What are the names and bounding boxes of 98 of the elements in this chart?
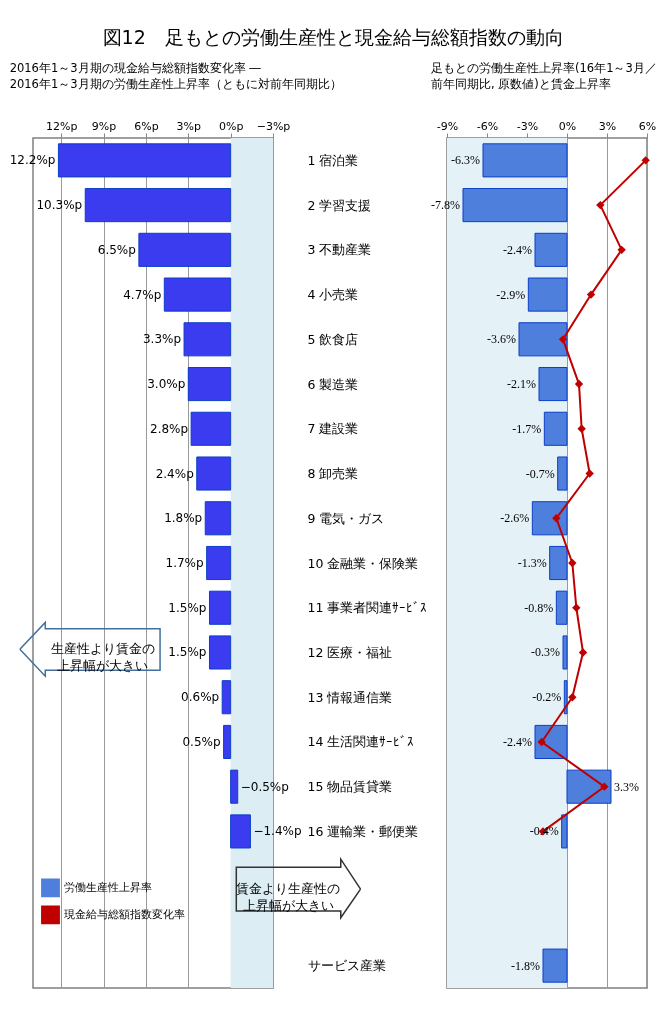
x-tick-label: -9% <box>436 119 459 133</box>
y-tick-label: 3 不動産業 <box>307 242 372 258</box>
text: 図12 足もとの労働生産性と現金給与総額指数の動向 <box>102 25 564 48</box>
x-tick-label: 3%p <box>176 119 202 133</box>
data-label: 6.5%p <box>97 242 136 257</box>
bar <box>204 501 232 536</box>
data-label: 2.4%p <box>155 466 194 481</box>
y-tick-label: 2 学習支援 <box>307 197 372 213</box>
data-label: 2.8%p <box>150 421 189 436</box>
point <box>641 156 650 165</box>
point <box>578 648 588 657</box>
data-label: -2.9% <box>496 287 526 302</box>
data-label: -2.4% <box>503 242 532 257</box>
y-tick-label: 15 物品賃貸業 <box>307 779 393 795</box>
data-label: 1.7%p <box>165 556 204 570</box>
point <box>577 424 586 433</box>
bar <box>206 545 232 581</box>
bar <box>223 724 232 759</box>
data-label: 0.6%p <box>181 690 220 705</box>
y-tick-label: 11 事業者関連ｻｰﾋﾞｽ <box>307 600 428 616</box>
y-tick-label: 7 建設業 <box>307 421 359 437</box>
y-tick-label: サービス産業 <box>307 958 386 974</box>
x-tick-label: 9%p <box>91 119 117 133</box>
data-label: 1.8%p <box>164 511 203 526</box>
y-tick-label: 4 小売業 <box>307 287 359 303</box>
x-tick-label: -6% <box>476 119 499 133</box>
data-label: -1.8% <box>511 958 540 973</box>
x-tick-label: 6%p <box>134 119 159 133</box>
y-tick-label: 8 卸売業 <box>307 466 359 482</box>
point <box>585 469 594 478</box>
y-tick-label: 16 運輸業・郵便業 <box>307 823 419 839</box>
bar <box>230 814 251 849</box>
bar <box>208 590 232 625</box>
data-label: -2.4% <box>503 734 532 749</box>
x-tick-label: 12%p <box>46 119 78 133</box>
data-label: 3.3% <box>614 779 639 794</box>
point <box>568 558 577 568</box>
y-tick-label: 5 飲食店 <box>307 331 359 347</box>
bar <box>208 635 232 670</box>
bar <box>230 769 239 804</box>
y-tick-label: 13 情報通信業 <box>307 689 393 705</box>
data-label: 3.3%p <box>142 332 182 347</box>
data-label: 10.3%p <box>36 198 83 213</box>
data-label: 1.5%p <box>168 600 207 615</box>
y-tick-label: 10 金融業・保険業 <box>307 555 419 571</box>
point <box>596 200 605 210</box>
data-label: -1.7% <box>512 421 542 436</box>
point <box>574 379 584 389</box>
data-label: -2.6% <box>500 511 530 526</box>
y-tick-label: 6 製造業 <box>307 376 359 392</box>
data-label: -6.3% <box>451 153 480 168</box>
x-tick-label: 6% <box>638 119 657 133</box>
y-tick-label: 14 生活関連ｻｰﾋﾞｽ <box>307 734 415 750</box>
point <box>568 693 577 702</box>
bar <box>183 322 232 357</box>
data-label: 3.0%p <box>147 377 186 392</box>
x-tick-label: −3%p <box>256 119 291 133</box>
data-label: 4.7%p <box>123 287 162 302</box>
data-label: -1.3% <box>517 556 547 570</box>
data-label: 1.5%p <box>168 645 207 660</box>
data-label: −0.5%p <box>240 779 289 794</box>
x-tick-label: -3% <box>516 119 539 133</box>
data-label: -0.7% <box>525 466 555 481</box>
data-label: -7.8% <box>431 198 460 213</box>
data-label: -0.8% <box>524 600 554 615</box>
data-label: -3.6% <box>487 332 516 347</box>
point <box>552 514 561 523</box>
chart-title: 足もとの労働生産性上昇率(16年1～3月／前年同期比, 原数値)と賃金上昇率 <box>431 60 657 91</box>
annotation: 生産性より賃金の上昇幅が大きい <box>50 641 155 674</box>
point <box>600 782 609 791</box>
bar <box>84 188 232 223</box>
y-tick-label: 9 電気・ガス <box>307 510 385 526</box>
bar <box>187 367 232 402</box>
y-tick-label: 12 医療・福祉 <box>307 644 393 660</box>
data-label: -0.3% <box>531 645 560 660</box>
point <box>537 737 546 747</box>
data-label: -2.1% <box>507 377 536 392</box>
chart-subtitle: 2016年1～3月期の現金給与総額指数変化率 ― 2016年1～3月期の労働生産性上昇率（ともに対前年同期比） <box>9 60 342 91</box>
data-label: 0.5%p <box>182 734 221 749</box>
bar <box>221 680 232 715</box>
bar <box>57 143 232 178</box>
bar <box>190 411 232 446</box>
x-tick-label: 0% <box>558 119 577 133</box>
data-label: -0.2% <box>532 690 562 705</box>
bar <box>196 456 232 491</box>
bar <box>138 232 232 267</box>
point <box>617 245 626 255</box>
x-tick-label: 0%p <box>218 119 244 133</box>
legend-label: 現金給与総額指数変化率 <box>64 907 185 921</box>
x-tick-label: 3% <box>598 119 617 133</box>
legend-label: 労働生産性上昇率 <box>64 880 152 894</box>
y-tick-label: 1 宿泊業 <box>307 152 359 168</box>
data-label: −1.4%p <box>253 824 302 839</box>
data-label: 12.2%p <box>9 153 56 168</box>
bar <box>163 277 232 312</box>
point <box>558 335 568 344</box>
point <box>586 290 596 299</box>
point <box>572 603 581 612</box>
